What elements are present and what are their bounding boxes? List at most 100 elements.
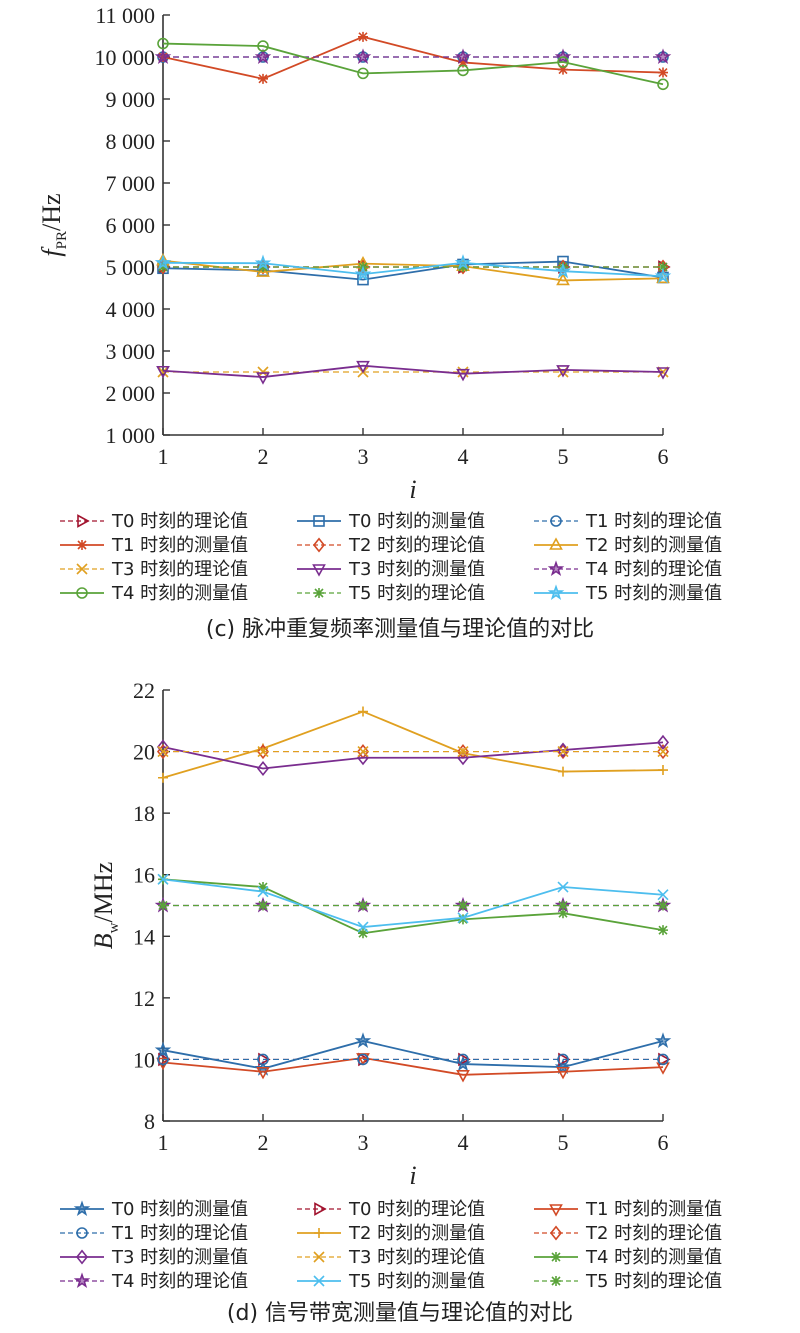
data-point [556,365,570,378]
data-point [158,772,168,783]
legend-item: T2 时刻的测量值 [297,1223,485,1244]
data-point [258,900,268,911]
data-point [657,78,669,91]
legend-swatch-marker [76,563,88,575]
data-point [254,48,272,65]
data-point [456,368,470,382]
legend-item: T1 时刻的理论值 [60,1223,248,1244]
data-point [357,746,369,758]
data-point [658,925,668,936]
series-line [162,878,664,935]
series-1-10 [157,873,669,933]
legend-label: T5 时刻的测量值 [585,583,722,604]
legend-label: T5 时刻的理论值 [585,1271,722,1292]
series-1-2 [156,1053,670,1083]
y-axis-label-unit: /MHz [89,862,118,923]
x-tick-label: 6 [658,444,669,469]
chart-caption: (d) 信号带宽测量值与理论值的对比 [227,1301,573,1326]
data-point [357,1053,369,1066]
y-tick-label: 12 [133,986,155,1011]
data-point [558,766,568,777]
legend-label: T4 时刻的理论值 [111,1271,248,1292]
legend-item: T5 时刻的理论值 [534,1271,722,1292]
y-tick-label: 5 000 [106,255,156,280]
data-point [656,734,670,750]
legend-swatch-marker [73,1200,91,1217]
legend-item: T4 时刻的理论值 [60,1271,248,1292]
data-point [457,746,469,758]
data-point [157,873,169,885]
legend-label: T3 时刻的理论值 [348,1247,485,1268]
y-tick-label: 3 000 [106,339,156,364]
y-tick-label: 8 [144,1109,155,1134]
data-point [458,57,468,68]
series-0-7 [156,360,670,385]
data-point [658,262,668,272]
data-point [658,67,668,78]
data-point [154,254,172,270]
legend-label: T0 时刻的测量值 [348,511,485,532]
x-tick-label: 2 [258,1130,269,1155]
series-line [162,1056,664,1076]
data-point [257,1053,269,1066]
data-point [354,1032,372,1048]
data-point [154,48,172,65]
y-axis-label: fPR/Hz [37,193,70,256]
legend-swatch-marker [551,1276,561,1286]
data-point [557,881,569,893]
legend-swatch-marker [313,1251,325,1263]
data-point [554,262,572,279]
data-point [358,900,368,911]
series-1-0 [154,1032,672,1076]
legend-label: T4 时刻的测量值 [585,1247,722,1268]
legend-swatch-marker [550,515,562,527]
legend-swatch-marker [314,588,324,598]
data-point [558,64,568,75]
x-tick-label: 1 [158,1130,169,1155]
legend-item: T3 时刻的理论值 [297,1247,485,1268]
legend-label: T1 时刻的测量值 [585,1199,722,1220]
series-1-4 [158,706,668,783]
x-axis-label: i [409,475,416,504]
legend-item: T4 时刻的测量值 [60,583,248,604]
data-point [556,1066,570,1080]
data-point [354,265,372,282]
legend-label: T2 时刻的测量值 [585,535,722,556]
series-0-9 [157,37,669,91]
data-point [356,360,370,374]
data-point [658,900,668,911]
data-point [658,765,668,776]
legend-label: T3 时刻的测量值 [111,1247,248,1268]
data-point [256,744,270,760]
data-point [454,48,472,65]
series-1-3 [157,1053,669,1066]
legend-item: T2 时刻的理论值 [297,535,485,556]
y-tick-label: 16 [133,863,155,888]
legend-swatch-marker [314,1202,327,1216]
data-point [557,56,569,68]
y-axis-label-main: B [89,933,118,949]
series-line [162,259,664,282]
series-line [162,1040,664,1070]
legend-item: T0 时刻的测量值 [60,1199,248,1220]
legend-swatch-marker [549,537,563,550]
legend-item: T4 时刻的测量值 [534,1247,722,1268]
series-line [162,364,664,378]
legend-swatch-marker [551,1252,561,1262]
legend-swatch-marker [312,564,326,577]
legend-label: T2 时刻的测量值 [348,1223,485,1244]
x-tick-label: 1 [158,444,169,469]
y-axis-label-sub: w [106,922,122,933]
legend-label: T0 时刻的理论值 [348,1199,485,1220]
data-point [358,31,368,42]
y-tick-label: 10 [133,1047,155,1072]
legend-item: T2 时刻的理论值 [534,1223,722,1244]
data-point [458,900,468,911]
series-line [162,42,664,86]
x-axis-label: i [409,1161,416,1190]
legend-item: T0 时刻的理论值 [60,511,248,532]
data-point [557,746,569,758]
legend-swatch-marker [75,1249,89,1265]
legend-label: T1 时刻的理论值 [585,511,722,532]
